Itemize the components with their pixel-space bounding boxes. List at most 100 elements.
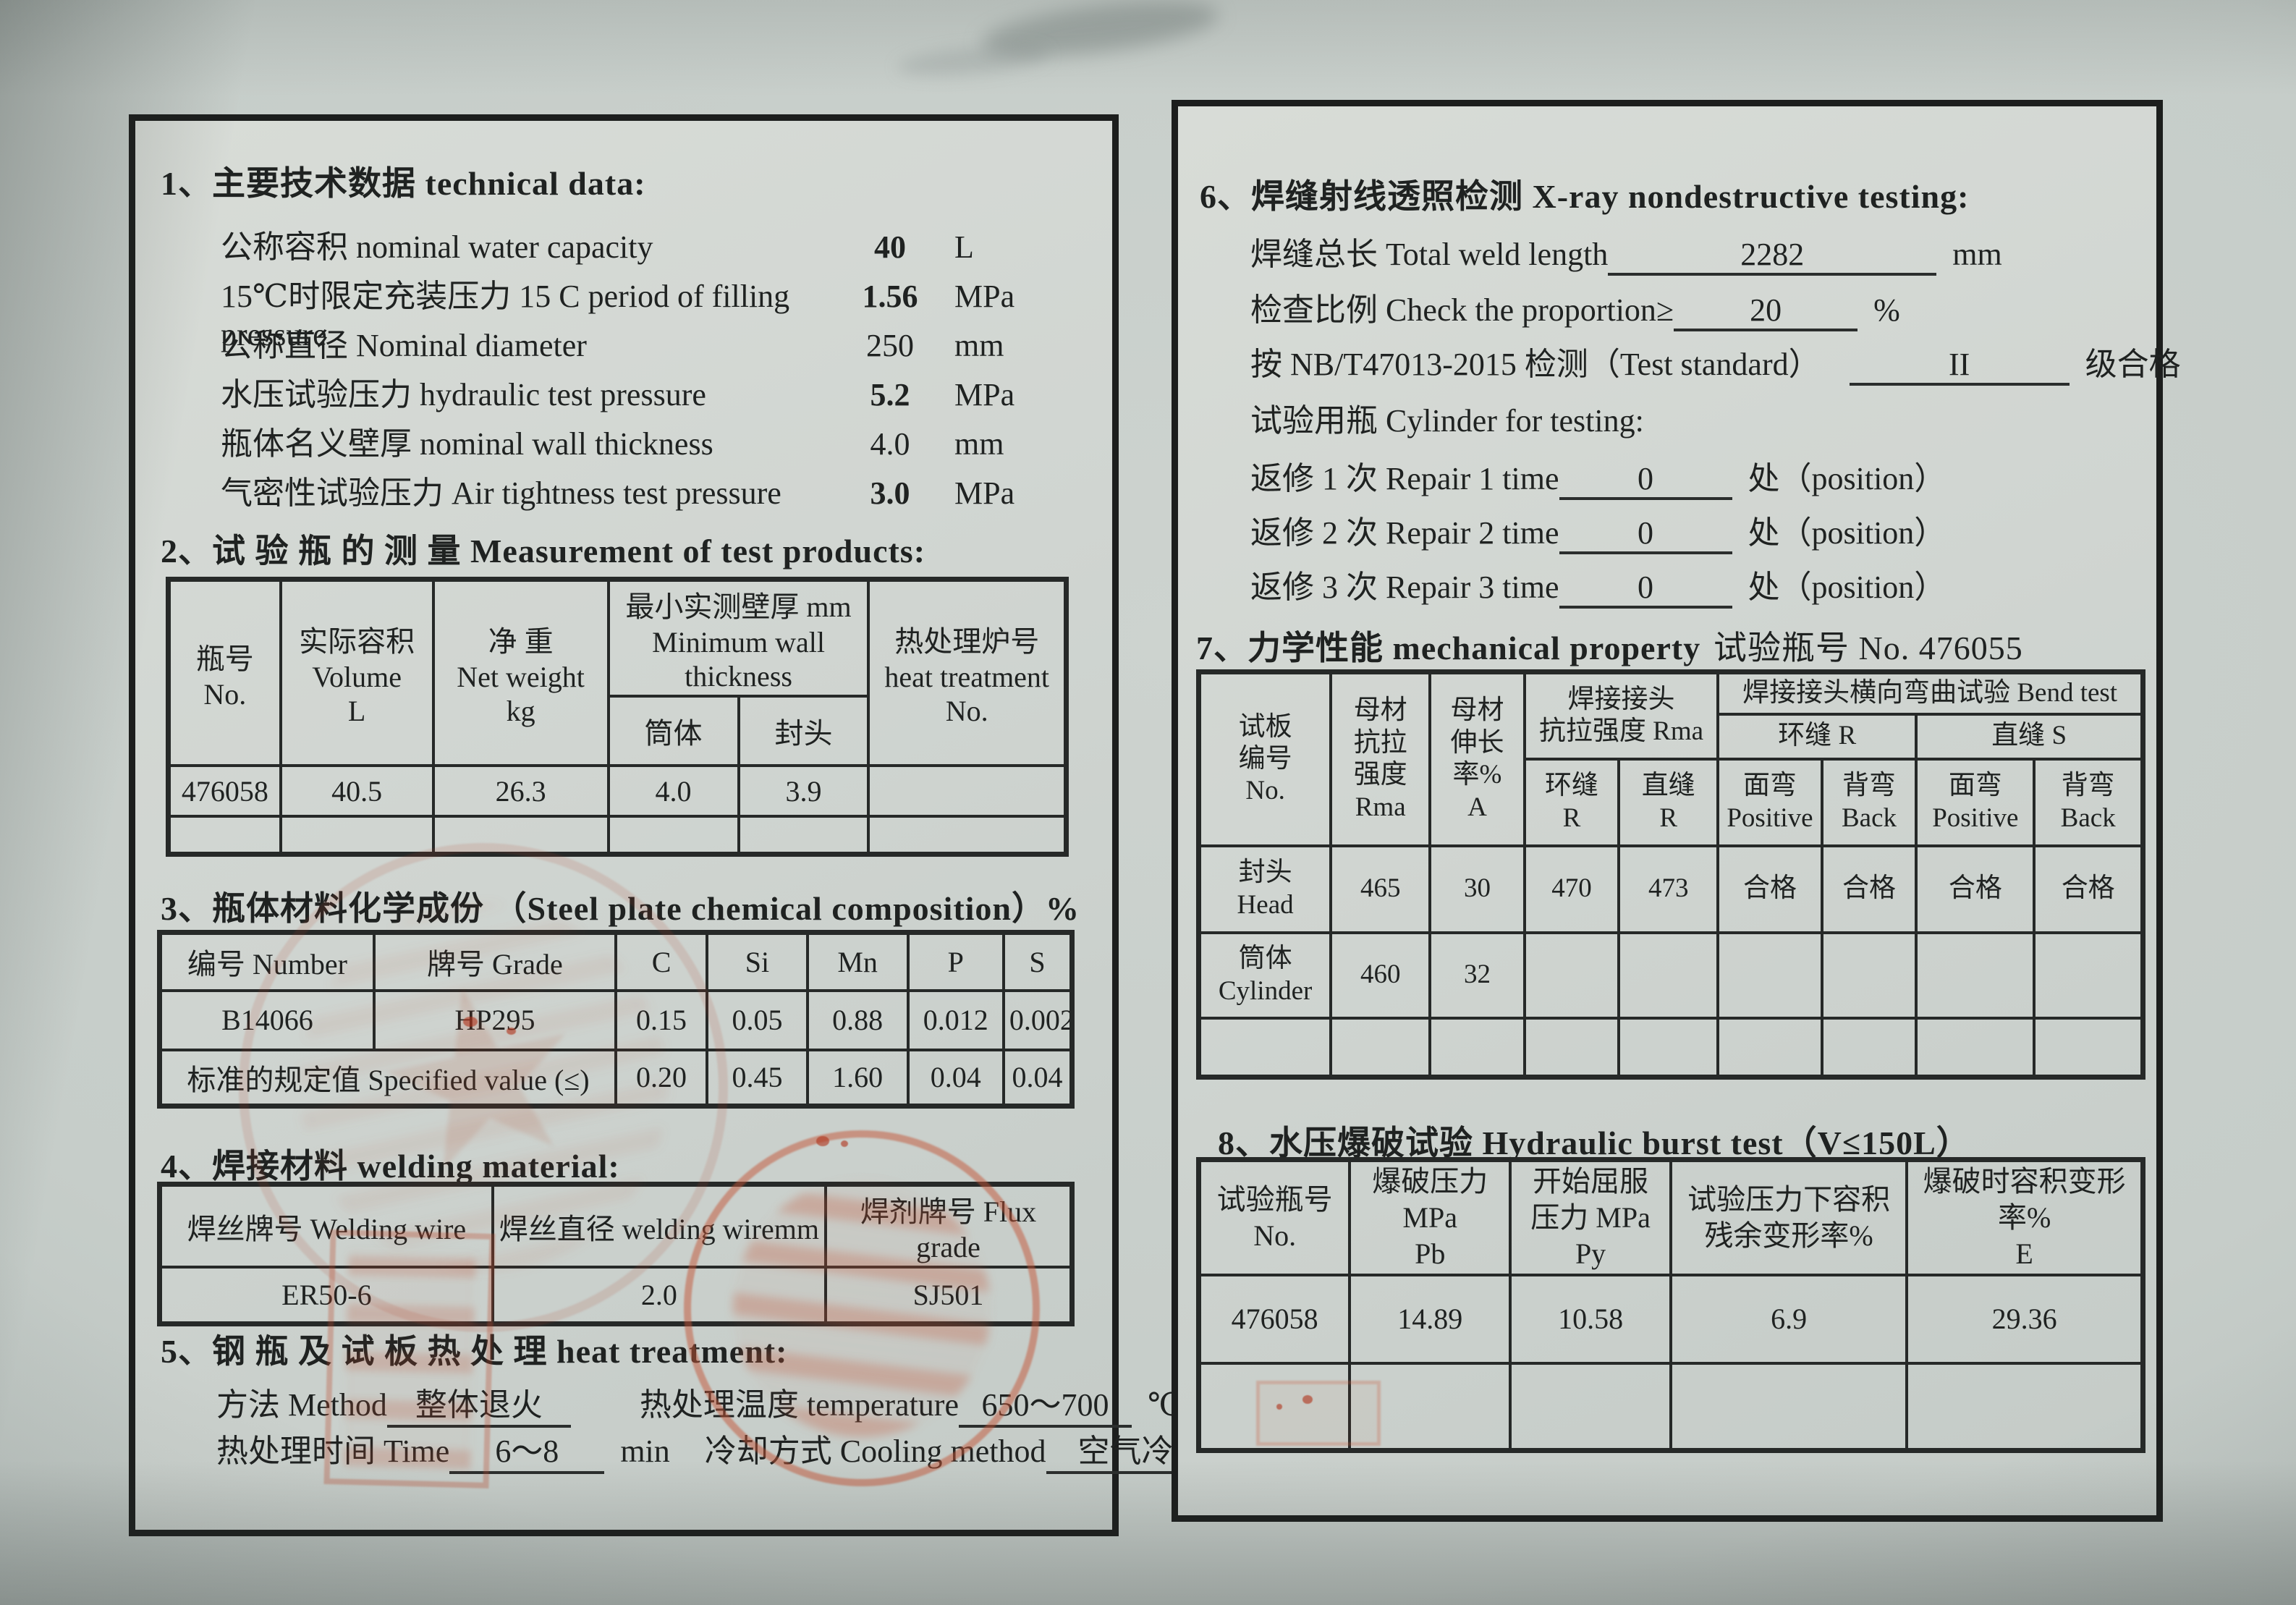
cell-c: 0.15 <box>614 988 709 1051</box>
tech-label: 公称直径 Nominal diameter <box>221 328 587 363</box>
col-header-burst-deformation: 爆破时容积变形 率% E <box>1905 1158 2145 1276</box>
tech-unit: MPa <box>954 475 1015 511</box>
check-proportion-line: 检查比例 Check the proportion≥ 20 % <box>1250 284 1900 331</box>
section7-title: 7、力学性能 mechanical property <box>1196 630 1701 666</box>
check-proportion-unit: % <box>1873 292 1900 328</box>
cell-back-bend-1: 合格 <box>1820 844 1918 934</box>
tech-unit: mm <box>954 426 1004 462</box>
col-header-flux-grade: 焊剂牌号 Flux grade <box>824 1182 1074 1269</box>
cooling-label: 冷却方式 Cooling method <box>704 1434 1046 1469</box>
time-unit: min <box>620 1434 670 1469</box>
burst-test-table: 试验瓶号 No. 爆破压力 MPa Pb 开始屈服 压力 MPa Py 试验压力… <box>1196 1157 2145 1453</box>
repair-1-value: 0 <box>1559 460 1732 500</box>
col-header-mn: Mn <box>805 931 910 992</box>
col-header-wire-diameter: 焊丝直径 welding wiremm <box>491 1182 828 1269</box>
cell-face-bend-2: 合格 <box>1915 844 2036 934</box>
col-header-p: P <box>906 931 1005 992</box>
check-proportion-label: 检查比例 Check the proportion≥ <box>1250 292 1674 328</box>
cell-yield-pressure: 10.58 <box>1509 1274 1672 1365</box>
method-label: 方法 Method <box>216 1387 387 1423</box>
tech-value: 250 <box>866 328 914 363</box>
tech-unit: L <box>954 229 974 265</box>
section2-title: 2、试 验 瓶 的 测 量 Measurement of test produc… <box>161 533 926 569</box>
heat-treatment-line-1: 方法 Method 整体退火 热处理温度 temperature 650～700… <box>216 1379 1183 1428</box>
cell-flux-grade: SJ501 <box>824 1266 1074 1325</box>
temperature-value: 650～700 <box>959 1379 1132 1428</box>
col-header-base-elongation: 母材 伸长 率% A <box>1428 670 1526 847</box>
check-proportion-value: 20 <box>1674 292 1858 331</box>
cell-bottle-no: 476058 <box>166 764 282 818</box>
tech-label: 公称容积 nominal water capacity <box>221 229 653 265</box>
col-header-min-wall: 最小实测壁厚 mm Minimum wall thickness <box>606 577 870 698</box>
col-header-joint-tensile: 焊接接头 抗拉强度 Rma <box>1522 670 1720 761</box>
red-ink-dot <box>841 1140 848 1147</box>
test-standard-unit: 级合格 <box>2085 347 2181 382</box>
col-header-number: 编号 Number <box>158 931 376 992</box>
cell-number: B14066 <box>158 988 376 1051</box>
cell-specimen: 封头 Head <box>1197 844 1333 934</box>
cell-face-bend-1: 合格 <box>1716 844 1823 934</box>
measurement-empty-row <box>166 815 1068 855</box>
col-header-si: Si <box>706 931 809 992</box>
col-header-cylinder-body: 筒体 <box>606 695 740 767</box>
repair-3-line: 返修 3 次 Repair 3 time 0 处（position） <box>1250 561 1946 609</box>
cylinder-for-testing-line: 试验用瓶 Cylinder for testing: <box>1250 394 1644 441</box>
repair-1-label: 返修 1 次 Repair 1 time <box>1250 461 1559 496</box>
welding-material-row: ER50-6 2.0 SJ501 <box>158 1266 1074 1325</box>
col-header-joint-straight: 直缝 R <box>1617 757 1720 847</box>
cell-base-tensile: 460 <box>1329 931 1432 1020</box>
mech-row-head: 封头 Head 465 30 470 473 合格 合格 合格 合格 <box>1197 844 2145 934</box>
welding-material-table: 焊丝牌号 Welding wire 焊丝直径 welding wiremm 焊剂… <box>157 1182 1075 1326</box>
cell-heat-no <box>867 764 1068 818</box>
cell-spec-mn: 1.60 <box>805 1048 910 1108</box>
section3-title: 3、瓶体材料化学成份 （Steel plate chemical composi… <box>161 890 1080 927</box>
specified-value-row: 标准的规定值 Specified value (≤) 0.20 0.45 1.6… <box>158 1048 1074 1108</box>
col-header-yield-pressure: 开始屈服 压力 MPa Py <box>1509 1158 1672 1276</box>
tech-label: 气密性试验压力 Air tightness test pressure <box>221 475 781 511</box>
repair-1-unit: 处（position） <box>1748 461 1946 496</box>
repair-2-label: 返修 2 次 Repair 2 time <box>1250 515 1559 551</box>
test-standard-line: 按 NB/T47013-2015 检测（Test standard） II 级合… <box>1250 338 2181 386</box>
cell-spec-s: 0.04 <box>1001 1048 1074 1108</box>
col-header-back-bend-1: 背弯 Back <box>1820 757 1918 847</box>
tech-row-hydraulic-pressure: 水压试验压力 hydraulic test pressure 5.2 MPa <box>221 368 1075 415</box>
tech-unit: mm <box>954 328 1004 363</box>
section1-title: 1、主要技术数据 technical data: <box>161 165 646 202</box>
tech-row-wall-thickness: 瓶体名义壁厚 nominal wall thickness 4.0 mm <box>221 418 1075 464</box>
cell-joint-straight: 473 <box>1617 844 1720 934</box>
cell-volume: 40.5 <box>279 764 435 818</box>
repair-2-value: 0 <box>1559 514 1732 554</box>
cell-base-elongation: 30 <box>1428 844 1526 934</box>
repair-2-unit: 处（position） <box>1748 515 1946 551</box>
col-header-base-tensile: 母材 抗拉 强度 Rma <box>1329 670 1432 847</box>
time-value: 6～8 <box>449 1425 605 1474</box>
heat-treatment-line-2: 热处理时间 Time 6～8 min 冷却方式 Cooling method 空… <box>216 1425 1237 1474</box>
tech-value: 40 <box>874 229 906 265</box>
burst-test-row: 476058 14.89 10.58 6.9 29.36 <box>1197 1274 2145 1365</box>
cell-spec-c: 0.20 <box>614 1048 709 1108</box>
tech-label: 15℃时限定充装压力 15 C period of filling pressu… <box>221 279 790 352</box>
mech-row-empty <box>1197 1016 2145 1079</box>
cell-specimen: 筒体 Cylinder <box>1197 931 1333 1020</box>
cell-s: 0.002 <box>1001 988 1074 1051</box>
col-header-face-bend-2: 面弯 Positive <box>1915 757 2036 847</box>
cell-head-thickness: 3.9 <box>737 764 870 818</box>
cylinder-for-testing-label: 试验用瓶 Cylinder for testing: <box>1250 403 1644 439</box>
cell-grade: HP295 <box>372 988 618 1051</box>
col-header-net-weight: 净 重 Net weight kg <box>431 577 610 767</box>
mech-row-cylinder: 筒体 Cylinder 460 32 <box>1197 931 2145 1020</box>
cell-body-thickness: 4.0 <box>606 764 740 818</box>
method-value: 整体退火 <box>386 1379 571 1428</box>
tech-value: 3.0 <box>870 475 910 511</box>
section8-title: 8、水压爆破试验 Hydraulic burst test（V≤150L） <box>1218 1125 1970 1161</box>
col-header-joint-ring: 环缝 R <box>1522 757 1621 847</box>
cell-mn: 0.88 <box>805 988 910 1051</box>
tech-row-air-tightness: 气密性试验压力 Air tightness test pressure 3.0 … <box>221 467 1075 513</box>
cell-base-elongation: 32 <box>1428 931 1526 1020</box>
col-header-c: C <box>614 931 709 992</box>
red-ink-dot <box>507 1028 516 1035</box>
cell-joint-ring: 470 <box>1522 844 1621 934</box>
test-standard-value: II <box>1849 346 2070 386</box>
repair-3-label: 返修 3 次 Repair 3 time <box>1250 569 1559 605</box>
cell-net-weight: 26.3 <box>431 764 610 818</box>
